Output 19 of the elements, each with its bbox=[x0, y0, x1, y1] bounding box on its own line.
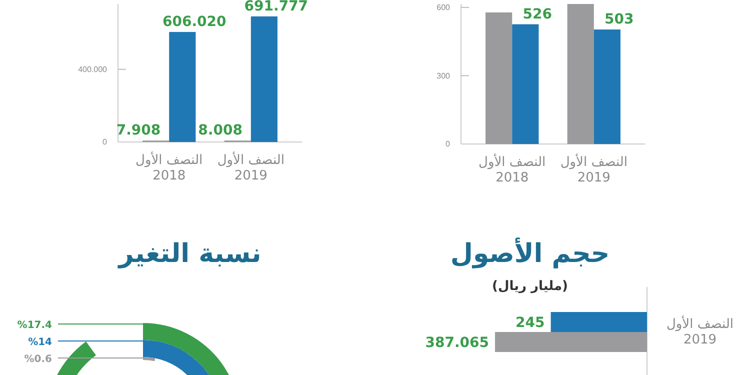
data-label: 8.008 bbox=[198, 122, 242, 139]
y-tick-label: 300 bbox=[436, 71, 451, 80]
data-label: 691.777 bbox=[244, 0, 308, 14]
y-tick-label: 400.000 bbox=[78, 64, 108, 74]
data-label: %14 bbox=[28, 337, 52, 348]
chart-subtitle: (مليار ريال) bbox=[492, 279, 568, 294]
data-label: 606.020 bbox=[162, 14, 227, 30]
chart-title: حجم الأصول bbox=[450, 237, 610, 269]
data-label: 245 bbox=[516, 315, 545, 331]
data-label: %0.6 bbox=[24, 354, 52, 365]
data-label: 387.065 bbox=[425, 335, 489, 351]
y-tick-label: 0 bbox=[102, 138, 108, 147]
data-label: 526 bbox=[522, 6, 552, 22]
data-label: 7.908 bbox=[116, 122, 161, 139]
data-label: 503 bbox=[604, 11, 634, 28]
data-label: %17.4 bbox=[17, 320, 52, 331]
y-tick-label: 600 bbox=[436, 2, 451, 12]
text: نسبة التغير bbox=[116, 239, 262, 269]
y-tick-label: 0 bbox=[446, 140, 451, 149]
